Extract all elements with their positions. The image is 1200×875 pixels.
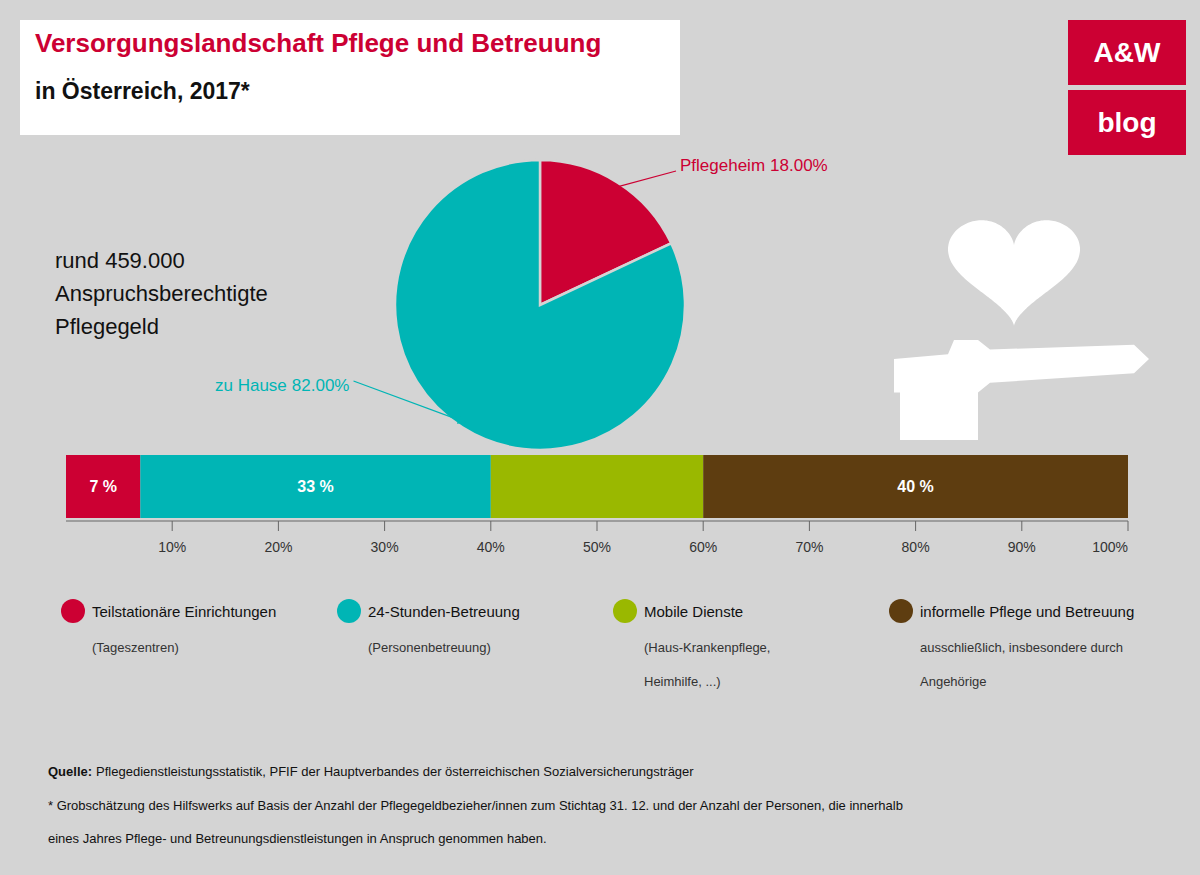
legend-description: Angehörige xyxy=(920,674,987,689)
source-label: Quelle: xyxy=(48,764,92,779)
x-tick xyxy=(809,521,810,531)
pie xyxy=(395,160,685,450)
bar-labels: 7 % 33 % 40 % xyxy=(89,478,933,495)
bar-segment xyxy=(491,455,703,518)
icon-heart xyxy=(948,220,1080,326)
logo-box xyxy=(1068,90,1186,155)
x-tick-label: 50% xyxy=(583,539,611,555)
data-label: 40 % xyxy=(897,478,933,495)
x-tick xyxy=(597,521,598,531)
slice-label: zu Hause 82.00% xyxy=(215,376,350,395)
data-label: 7 % xyxy=(89,478,117,495)
x-tick xyxy=(703,521,704,531)
chart: Versorgungslandschaft Pflege und Betreuu… xyxy=(0,0,1200,875)
slice-label: Pflegeheim 18.00% xyxy=(680,156,828,175)
icon-palm xyxy=(894,340,1149,392)
annotation: rund 459.000 xyxy=(55,248,185,273)
footnote: eines Jahres Pflege- und Betreunungsdien… xyxy=(48,831,547,846)
legend: Teilstationäre Einrichtungen (Tageszentre… xyxy=(61,599,1134,689)
x-tick-label: 90% xyxy=(1008,539,1036,555)
legend-label: Teilstationäre Einrichtungen xyxy=(92,603,276,620)
legend-description: (Haus-Krankenpflege, xyxy=(644,640,770,655)
title-banner xyxy=(20,20,680,135)
slice-label-category: zu Hause xyxy=(215,376,287,395)
legend-description: (Personenbetreuung) xyxy=(368,640,491,655)
x-tick xyxy=(172,521,173,531)
footnote: * Grobschätzung des Hilfswerks auf Basis… xyxy=(48,798,903,813)
pie-slice xyxy=(395,160,685,450)
source-text: Pflegedienstleistungsstatistik, PFIF der… xyxy=(96,764,694,779)
label-pointer xyxy=(354,381,466,422)
slice-label-value: 18.00% xyxy=(770,156,828,175)
background xyxy=(0,0,1200,875)
logo-text: A&W xyxy=(1094,37,1161,68)
x-tick-label: 10% xyxy=(158,539,186,555)
label-pointer xyxy=(614,171,676,188)
bar-plot xyxy=(66,455,1128,518)
data-label: 33 % xyxy=(297,478,333,495)
x-tick xyxy=(384,521,385,531)
x-tick-label: 20% xyxy=(264,539,292,555)
source: Quelle: Pflegedienstleistungsstatistik, P… xyxy=(48,764,694,779)
title: Versorgungslandschaft Pflege und Betreuu… xyxy=(35,28,601,58)
legend-description: ausschließlich, insbesondere durch xyxy=(920,640,1123,655)
x-tick xyxy=(1128,521,1129,531)
x-tick xyxy=(278,521,279,531)
legend-swatch xyxy=(337,599,361,623)
x-tick xyxy=(915,521,916,531)
bar-segment xyxy=(66,455,140,518)
legend-label: Mobile Dienste xyxy=(644,603,743,620)
x-tick-label: 100% xyxy=(1092,539,1128,555)
slice-label-category: Pflegeheim xyxy=(680,156,765,175)
legend-label: 24-Stunden-Betreuung xyxy=(368,603,520,620)
subtitle: in Österreich, 2017* xyxy=(35,78,250,104)
x-tick-label: 60% xyxy=(689,539,717,555)
bar-segment xyxy=(140,455,490,518)
bar-segment xyxy=(703,455,1128,518)
x-tick-label: 70% xyxy=(795,539,823,555)
slice-label-value: 82.00% xyxy=(292,376,350,395)
x-tick-label: 40% xyxy=(477,539,505,555)
annotation: Anspruchsberechtigte xyxy=(55,281,268,306)
x-tick-label: 80% xyxy=(902,539,930,555)
legend-swatch xyxy=(889,599,913,623)
legend-swatch xyxy=(613,599,637,623)
legend-swatch xyxy=(61,599,85,623)
x-tick-label: 30% xyxy=(371,539,399,555)
logo-box xyxy=(1068,20,1186,85)
legend-description: Heimhilfe, ...) xyxy=(644,674,721,689)
icon xyxy=(894,220,1149,440)
x-tick xyxy=(490,521,491,531)
logo-text: blog xyxy=(1097,107,1156,138)
legend-description: (Tageszentren) xyxy=(92,640,179,655)
annotation: Pflegegeld xyxy=(55,314,159,339)
x-tick xyxy=(1021,521,1022,531)
legend-label: informelle Pflege und Betreuung xyxy=(920,603,1134,620)
